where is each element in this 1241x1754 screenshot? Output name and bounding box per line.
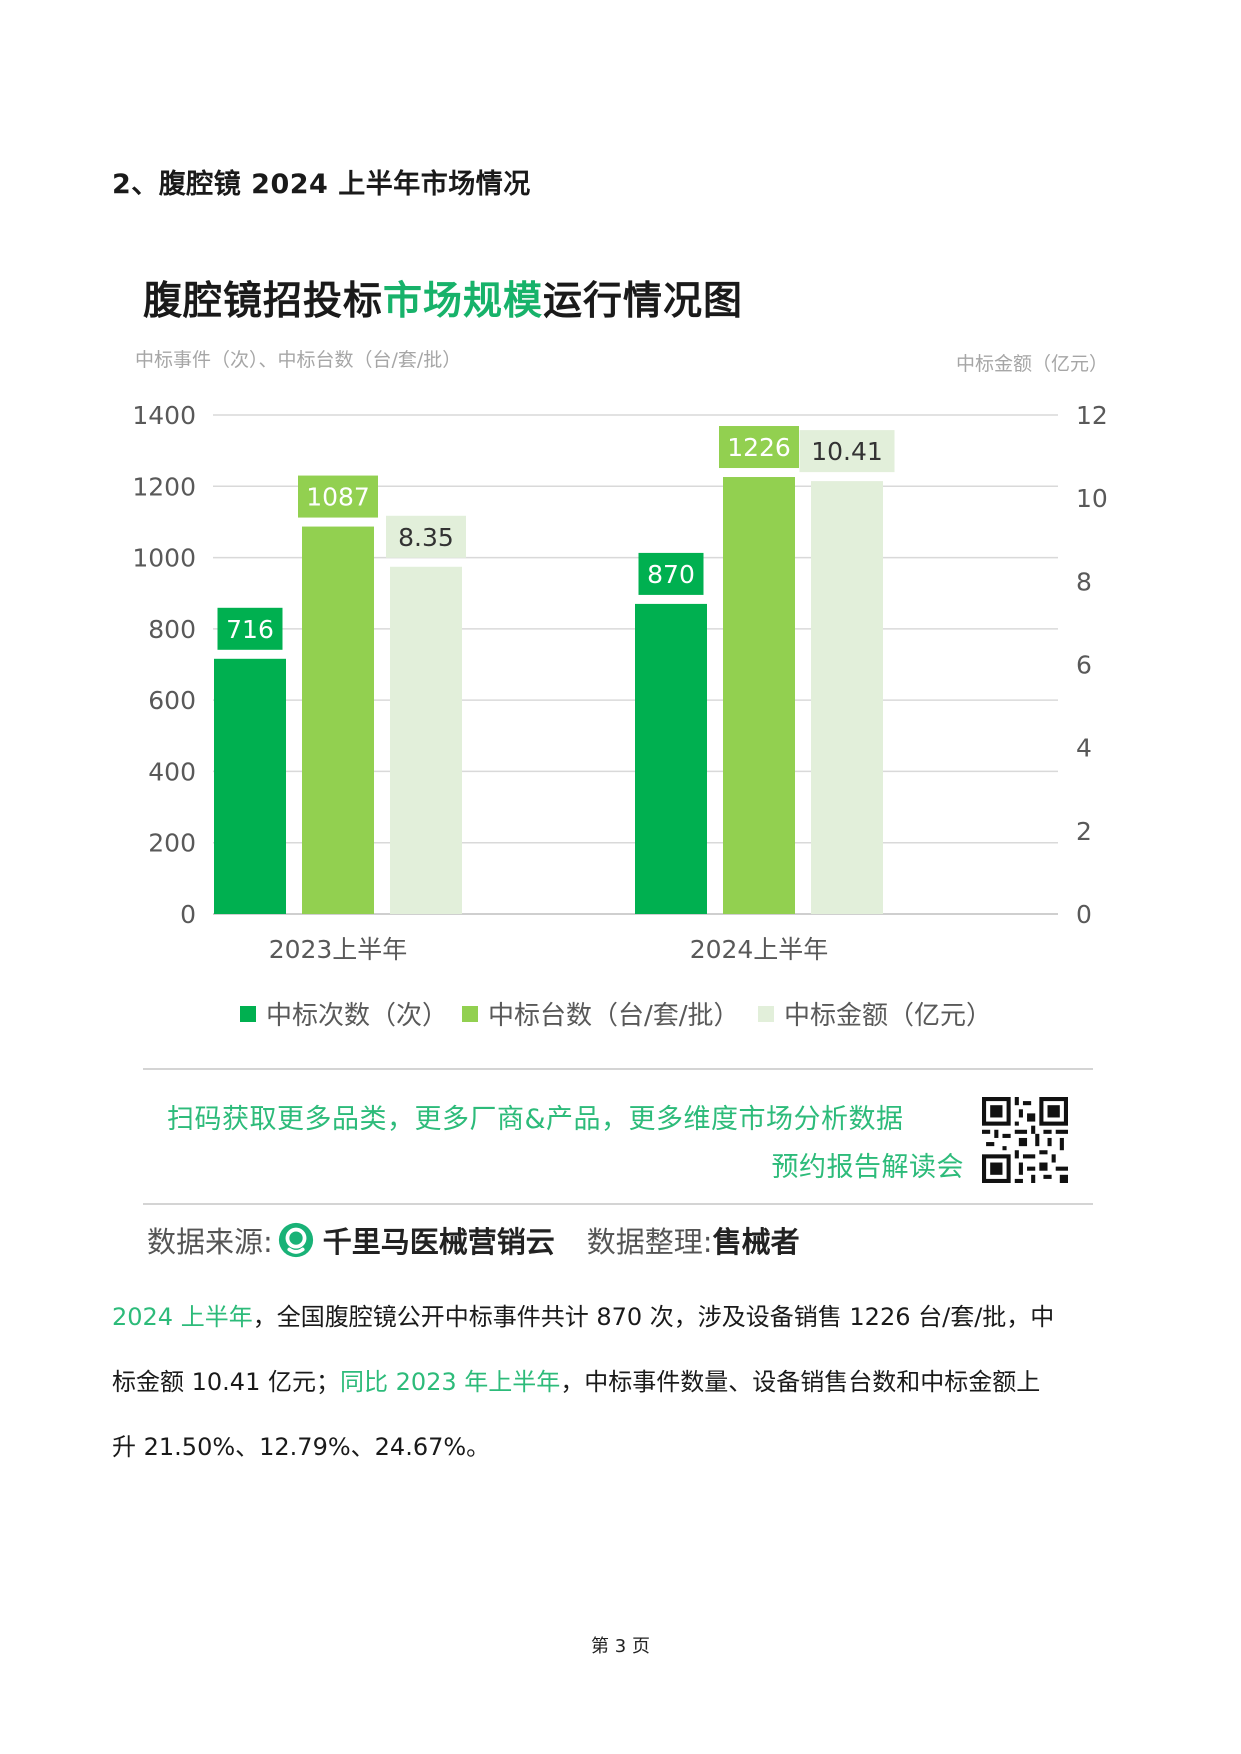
y-left-tick-label: 1200 — [132, 472, 196, 501]
paragraph-text: 标金额 10.41 亿元； — [112, 1368, 340, 1396]
data-label: 870 — [647, 560, 695, 589]
summary-paragraph-line3: 升 21.50%、12.79%、24.67%。 — [112, 1415, 1132, 1480]
page-number: 第 3 页 — [591, 1636, 650, 1657]
left-axis-title: 中标事件（次）、中标台数（台/套/批） — [135, 349, 461, 371]
y-right-tick-label: 4 — [1076, 734, 1092, 763]
paragraph-text: 升 21.50%、12.79%、24.67%。 — [112, 1433, 491, 1461]
y-right-tick-label: 8 — [1076, 567, 1092, 596]
section-heading: 2、腹腔镜 2024 上半年市场情况 — [112, 169, 531, 200]
qianlima-logo-icon — [278, 1222, 313, 1258]
divider-bottom — [143, 1203, 1093, 1205]
bar — [635, 603, 707, 914]
x-category-label: 2024上半年 — [690, 935, 829, 964]
chart-title-part1: 腹腔镜招投标 — [143, 278, 384, 324]
data-label: 1226 — [727, 433, 791, 462]
summary-paragraph-line2: 标金额 10.41 亿元；同比 2023 年上半年，中标事件数量、设备销售台数和… — [112, 1350, 1132, 1415]
y-left-tick-label: 1400 — [132, 401, 196, 430]
y-left-tick-label: 400 — [148, 757, 196, 786]
legend-label: 中标金额（亿元） — [784, 1001, 992, 1031]
data-label-background — [386, 515, 466, 558]
x-category-label: 2023上半年 — [269, 935, 408, 964]
source-label: 数据来源: — [147, 1225, 273, 1259]
data-label-background — [719, 426, 799, 469]
legend-label: 中标台数（台/套/批） — [488, 1001, 740, 1031]
chart-title-highlight: 市场规模 — [383, 278, 544, 324]
highlight-period: 2024 上半年 — [112, 1303, 253, 1331]
data-label-background — [298, 475, 378, 518]
y-right-tick-label: 0 — [1076, 900, 1092, 929]
data-label-background — [217, 607, 283, 650]
data-label: 1087 — [306, 483, 370, 512]
bar — [302, 526, 374, 914]
paragraph-text: ，全国腹腔镜公开中标事件共计 870 次，涉及设备销售 1226 台/套/批，中 — [252, 1303, 1055, 1331]
legend-swatch — [758, 1006, 774, 1022]
data-label: 716 — [226, 615, 274, 644]
data-label: 10.41 — [811, 437, 883, 466]
data-label-background — [799, 430, 895, 473]
promo-text-line2: 预约报告解读会 — [771, 1152, 964, 1183]
highlight-comparison: 同比 2023 年上半年 — [339, 1368, 561, 1396]
organizer-name: 售械者 — [712, 1225, 800, 1259]
data-source-row: 数据来源: 千里马医械营销云 数据整理: 售械者 — [147, 1218, 800, 1262]
chart-title: 腹腔镜招投标市场规模运行情况图 — [143, 270, 743, 326]
y-right-tick-label: 6 — [1076, 651, 1092, 680]
bar — [723, 477, 795, 914]
y-right-tick-label: 10 — [1076, 484, 1108, 513]
bar — [811, 481, 883, 914]
qr-code-icon[interactable] — [982, 1097, 1068, 1183]
bar — [390, 566, 462, 914]
summary-paragraph-line1: 2024 上半年，全国腹腔镜公开中标事件共计 870 次，涉及设备销售 1226… — [112, 1285, 1132, 1350]
bar-chart: 中标事件（次）、中标台数（台/套/批） 中标金额（亿元） 0 200 400 600 800… — [132, 349, 1108, 1031]
legend-swatch — [462, 1006, 478, 1022]
y-left-tick-label: 800 — [148, 615, 196, 644]
paragraph-text: ，中标事件数量、设备销售台数和中标金额上 — [560, 1368, 1041, 1396]
source-brand: 千里马医械营销云 — [322, 1225, 555, 1259]
right-axis-title: 中标金额（亿元） — [956, 353, 1108, 375]
data-label-background — [638, 552, 704, 595]
chart-title-part3: 运行情况图 — [543, 278, 744, 324]
legend-swatch — [240, 1006, 256, 1022]
y-right-tick-label: 2 — [1076, 817, 1092, 846]
y-left-tick-label: 1000 — [132, 544, 196, 573]
y-left-tick-label: 200 — [148, 829, 196, 858]
organizer-label: 数据整理: — [586, 1225, 713, 1259]
legend-label: 中标次数（次） — [266, 1001, 448, 1031]
data-label: 8.35 — [398, 523, 454, 552]
y-left-tick-label: 600 — [148, 686, 196, 715]
promo-text-line1: 扫码获取更多品类，更多厂商&产品，更多维度市场分析数据 — [167, 1104, 904, 1135]
bar — [214, 658, 286, 914]
divider-top — [143, 1068, 1093, 1070]
y-left-tick-label: 0 — [180, 900, 196, 929]
y-right-tick-label: 12 — [1076, 401, 1108, 430]
